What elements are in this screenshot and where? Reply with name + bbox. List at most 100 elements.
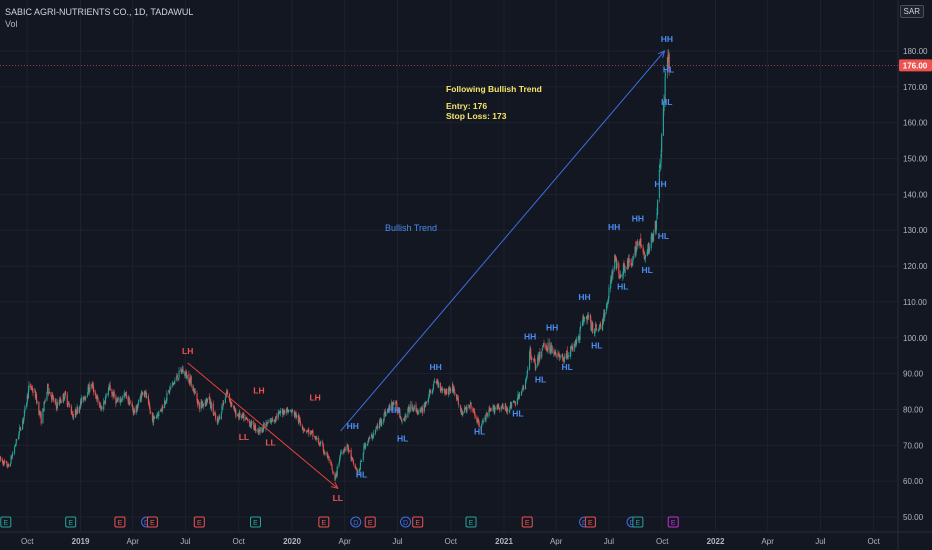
candle-body [498, 405, 500, 409]
x-tick-label: Oct [867, 537, 880, 546]
earnings-marker[interactable]: E [0, 516, 12, 528]
earnings-marker[interactable]: E [146, 516, 158, 528]
x-tick-label: Jul [815, 537, 825, 546]
event-marker-shape [364, 516, 376, 528]
candle-body [78, 406, 80, 414]
candle-body [30, 386, 32, 389]
candle-body [441, 388, 443, 391]
candle-body [326, 453, 328, 455]
candle-body [545, 347, 547, 350]
candle-body [432, 384, 434, 390]
currency-badge[interactable]: SAR [899, 5, 924, 18]
candle-body [166, 392, 168, 401]
candle-body [209, 401, 211, 405]
candle-body [547, 342, 549, 350]
candle-body [315, 437, 317, 440]
stop-loss-text: Stop Loss: 173 [446, 111, 507, 121]
candle-body [551, 346, 553, 353]
candle-body [462, 411, 464, 415]
candle-body [40, 414, 42, 416]
candle-body [610, 279, 612, 281]
candle-body [75, 409, 77, 415]
candle-body [306, 430, 308, 432]
candle-body [119, 398, 121, 402]
candle-body [389, 405, 391, 410]
candle-body [599, 324, 601, 326]
dividend-marker[interactable]: D [400, 516, 412, 528]
swing-label-hl: HL [661, 97, 672, 107]
candle-body [520, 391, 523, 396]
candle-body [109, 384, 111, 391]
earnings-marker[interactable]: E [114, 516, 126, 528]
candle-body [665, 74, 667, 76]
candle-body [409, 404, 411, 412]
candle-body [148, 403, 151, 409]
candle-body [136, 407, 138, 411]
candle-body [222, 403, 224, 406]
candle-body [611, 273, 613, 281]
candle-body [622, 273, 624, 278]
dividend-marker[interactable]: D [350, 516, 362, 528]
earnings-marker[interactable]: E [632, 516, 644, 528]
candle-body [421, 407, 423, 413]
candle-body [275, 416, 277, 421]
candle-body [417, 410, 419, 414]
candle-body [518, 395, 520, 399]
candle-body [635, 246, 637, 255]
candle-body [39, 410, 41, 416]
candle-body [610, 280, 612, 289]
candle-body [226, 391, 228, 395]
candle-body [205, 398, 207, 406]
candle-body [19, 427, 21, 431]
earnings-marker[interactable]: E [584, 516, 596, 528]
candle-body [646, 252, 648, 255]
candle-body [571, 346, 574, 351]
candle-body [454, 391, 456, 395]
earnings-marker[interactable]: E [318, 516, 330, 528]
volume-indicator-label[interactable]: Vol [5, 19, 18, 29]
symbol-title[interactable]: SABIC AGRI-NUTRIENTS CO., 1D, TADAWUL [5, 7, 194, 17]
earnings-marker[interactable]: E [193, 516, 205, 528]
candle-body [581, 324, 583, 326]
x-tick-label: Apr [550, 537, 563, 546]
candle-body [501, 404, 503, 409]
candle-body [241, 413, 243, 416]
earnings-marker[interactable]: E [667, 516, 679, 528]
earnings-marker[interactable]: E [249, 516, 261, 528]
candle-body [372, 437, 374, 439]
candle-body [570, 346, 572, 348]
candle-body [83, 397, 85, 401]
candle-body [3, 461, 5, 465]
candle-body [200, 402, 202, 409]
event-marker-shape [318, 516, 330, 528]
candle-body [405, 415, 407, 418]
earnings-marker[interactable]: E [521, 516, 533, 528]
candle-body [121, 400, 123, 401]
candle-body [554, 352, 556, 354]
candle-body [374, 429, 377, 434]
earnings-marker[interactable]: E [65, 516, 77, 528]
candle-body [140, 393, 142, 400]
earnings-marker[interactable]: E [465, 516, 477, 528]
candle-body [265, 423, 267, 429]
candle-body [424, 404, 426, 407]
candle-body [13, 447, 16, 454]
candle-body [157, 414, 159, 417]
candle-body [526, 370, 528, 377]
candle-body [344, 449, 346, 450]
candle-body [343, 448, 345, 453]
candle-body [88, 390, 90, 393]
candle-body [594, 328, 596, 333]
earnings-marker[interactable]: E [364, 516, 376, 528]
candle-body [566, 350, 568, 359]
candle-body [307, 429, 309, 431]
candle-body [133, 409, 135, 413]
candle-body [331, 465, 333, 470]
candle-body [18, 435, 20, 440]
candle-body [137, 400, 140, 405]
candle-body [640, 238, 642, 246]
earnings-marker[interactable]: E [412, 516, 424, 528]
candle-body [555, 351, 557, 356]
candle-body [197, 399, 199, 405]
